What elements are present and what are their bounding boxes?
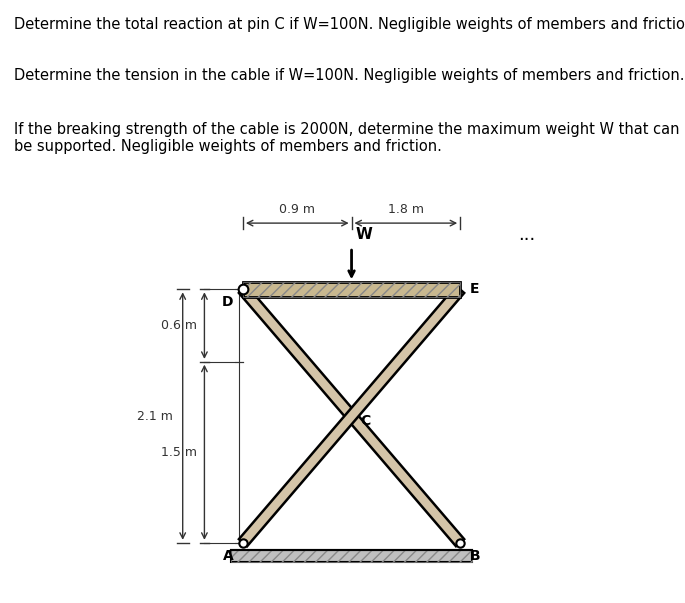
Bar xyxy=(231,550,472,562)
Text: Determine the tension in the cable if W=100N. Negligible weights of members and : Determine the tension in the cable if W=… xyxy=(14,68,684,83)
Text: If the breaking strength of the cable is 2000N, determine the maximum weight W t: If the breaking strength of the cable is… xyxy=(14,122,680,154)
Text: D: D xyxy=(222,295,234,309)
Text: W: W xyxy=(355,227,372,242)
Text: 0.6 m: 0.6 m xyxy=(161,319,197,332)
Polygon shape xyxy=(239,286,464,546)
Text: 1.5 m: 1.5 m xyxy=(161,446,197,459)
Text: 1.8 m: 1.8 m xyxy=(388,203,424,216)
Text: B: B xyxy=(470,549,480,563)
Text: A: A xyxy=(223,549,234,563)
Text: ...: ... xyxy=(518,226,535,244)
Text: E: E xyxy=(470,282,479,297)
Polygon shape xyxy=(239,286,464,546)
Bar xyxy=(231,550,472,562)
Text: 0.9 m: 0.9 m xyxy=(279,203,315,216)
Text: C: C xyxy=(360,414,370,428)
Text: 2.1 m: 2.1 m xyxy=(137,409,173,423)
Bar xyxy=(243,282,460,297)
Text: Determine the total reaction at pin C if W=100N. Negligible weights of members a: Determine the total reaction at pin C if… xyxy=(14,17,685,32)
Bar xyxy=(243,282,460,297)
